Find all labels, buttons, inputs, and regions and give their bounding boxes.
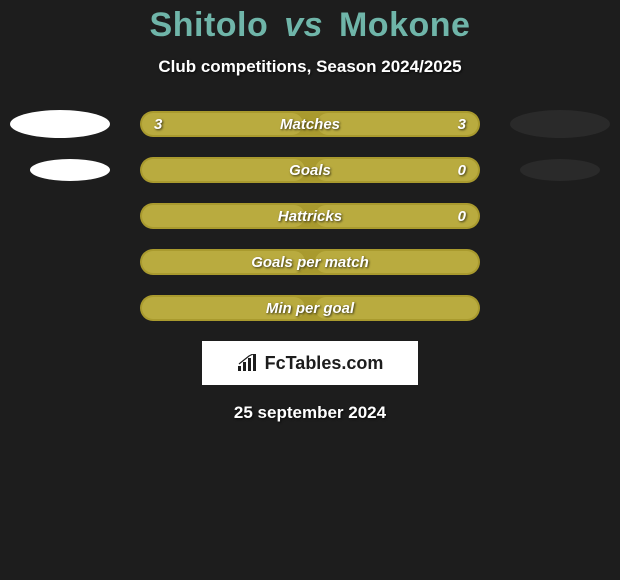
bar-inner-right bbox=[315, 159, 478, 181]
stat-bar: 0 Hattricks bbox=[140, 203, 480, 229]
stat-label: Hattricks bbox=[278, 208, 342, 225]
stat-row: 3 3 Matches bbox=[0, 111, 620, 137]
stat-label: Goals bbox=[289, 162, 331, 179]
stat-label: Matches bbox=[280, 116, 340, 133]
stat-label: Goals per match bbox=[251, 254, 369, 271]
stat-value-right: 0 bbox=[458, 162, 466, 179]
ellipse-left bbox=[10, 110, 110, 138]
logo-text: FcTables.com bbox=[265, 353, 384, 374]
ellipse-right bbox=[520, 159, 600, 181]
stat-row: 0 Hattricks bbox=[0, 203, 620, 229]
stats-area: 3 3 Matches 0 Goals 0 Hattricks Goals per match… bbox=[0, 111, 620, 321]
date-text: 25 september 2024 bbox=[0, 403, 620, 423]
bar-chart-icon bbox=[237, 354, 259, 372]
stat-value-right: 3 bbox=[458, 116, 466, 133]
stat-bar: Goals per match bbox=[140, 249, 480, 275]
stat-row: Min per goal bbox=[0, 295, 620, 321]
title-player1: Shitolo bbox=[150, 6, 269, 44]
page-title: Shitolo vs Mokone bbox=[0, 0, 620, 45]
stat-value-right: 0 bbox=[458, 208, 466, 225]
stat-bar: Min per goal bbox=[140, 295, 480, 321]
title-player2: Mokone bbox=[339, 6, 470, 44]
subtitle: Club competitions, Season 2024/2025 bbox=[0, 57, 620, 77]
ellipse-right bbox=[510, 110, 610, 138]
stat-bar: 0 Goals bbox=[140, 157, 480, 183]
bar-inner-left bbox=[142, 159, 305, 181]
stat-row: Goals per match bbox=[0, 249, 620, 275]
stat-label: Min per goal bbox=[266, 300, 354, 317]
fctables-logo: FcTables.com bbox=[202, 341, 418, 385]
ellipse-left bbox=[30, 159, 110, 181]
stat-bar: 3 3 Matches bbox=[140, 111, 480, 137]
bar-inner-right bbox=[317, 113, 478, 135]
title-vs: vs bbox=[284, 6, 323, 44]
stat-row: 0 Goals bbox=[0, 157, 620, 183]
comparison-infographic: Shitolo vs Mokone Club competitions, Sea… bbox=[0, 0, 620, 580]
stat-value-left: 3 bbox=[154, 116, 162, 133]
